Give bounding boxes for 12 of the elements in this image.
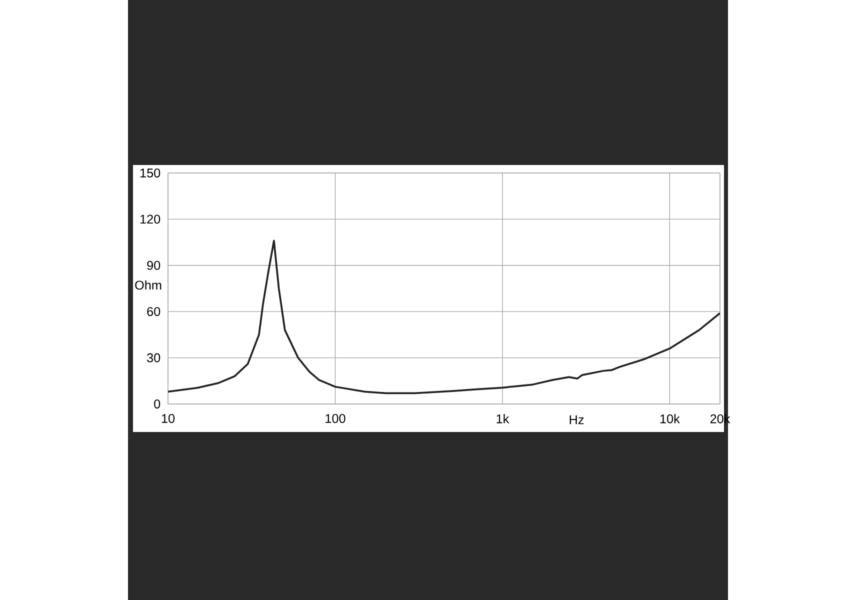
y-tick-label: 150 xyxy=(140,168,160,178)
y-tick-label: 30 xyxy=(147,353,160,362)
y-tick-label: 60 xyxy=(147,307,160,316)
y-tick-label: 90 xyxy=(147,260,160,270)
x-axis-title: Hz xyxy=(570,415,584,424)
y-axis-title: Ohm xyxy=(135,280,162,290)
y-tick-label: 120 xyxy=(140,214,160,224)
x-tick-label: 1k xyxy=(496,414,510,424)
x-tick-label: 10 xyxy=(162,414,175,424)
x-tick-label: 10k xyxy=(660,414,680,424)
x-tick-label: 100 xyxy=(326,414,346,424)
y-tick-label: 0 xyxy=(154,400,160,408)
